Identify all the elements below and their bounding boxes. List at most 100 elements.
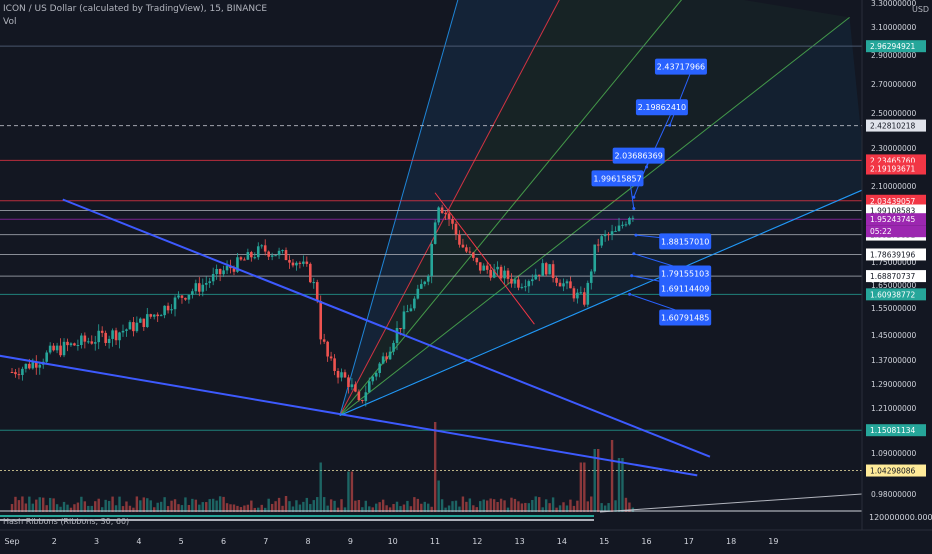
trendline[interactable] xyxy=(434,192,535,325)
candle-body[interactable] xyxy=(260,245,264,247)
candle-body[interactable] xyxy=(489,269,492,278)
candle-body[interactable] xyxy=(121,330,125,333)
candle-body[interactable] xyxy=(548,264,551,275)
candle-body[interactable] xyxy=(142,318,146,328)
candle-body[interactable] xyxy=(579,292,583,294)
candle-body[interactable] xyxy=(274,255,277,257)
candle-body[interactable] xyxy=(534,274,538,280)
candle-body[interactable] xyxy=(513,279,517,284)
candle-body[interactable] xyxy=(236,257,239,272)
candle-body[interactable] xyxy=(128,322,132,330)
candle-body[interactable] xyxy=(163,305,166,316)
callout-box[interactable] xyxy=(591,170,644,187)
candle-body[interactable] xyxy=(17,374,21,376)
candle-body[interactable] xyxy=(600,236,603,246)
candle-body[interactable] xyxy=(135,322,139,332)
candle-body[interactable] xyxy=(21,368,24,375)
candle-body[interactable] xyxy=(371,376,375,382)
candle-body[interactable] xyxy=(631,217,635,219)
candle-body[interactable] xyxy=(170,309,173,311)
price-label-bg[interactable] xyxy=(866,270,926,283)
candle-body[interactable] xyxy=(270,255,274,257)
price-label-bg[interactable] xyxy=(866,40,926,53)
candle-body[interactable] xyxy=(288,260,291,263)
candle-body[interactable] xyxy=(596,244,600,246)
candle-body[interactable] xyxy=(80,335,83,346)
candle-body[interactable] xyxy=(322,339,326,342)
candle-body[interactable] xyxy=(336,370,340,378)
candle-body[interactable] xyxy=(45,352,48,362)
candle-body[interactable] xyxy=(555,278,558,283)
candle-body[interactable] xyxy=(114,330,118,341)
candle-body[interactable] xyxy=(191,291,194,295)
candle-body[interactable] xyxy=(503,270,506,279)
price-label-bg[interactable] xyxy=(866,213,926,226)
candle-body[interactable] xyxy=(621,224,624,226)
candle-body[interactable] xyxy=(232,268,236,272)
candle-body[interactable] xyxy=(90,341,94,344)
candle-body[interactable] xyxy=(367,381,371,393)
candle-body[interactable] xyxy=(62,341,66,356)
candle-body[interactable] xyxy=(485,265,489,270)
candle-body[interactable] xyxy=(406,311,409,313)
candle-body[interactable] xyxy=(374,372,378,377)
candle-body[interactable] xyxy=(392,342,395,352)
candle-body[interactable] xyxy=(454,223,458,235)
candle-body[interactable] xyxy=(73,343,76,346)
candle-body[interactable] xyxy=(87,341,90,343)
callout-box[interactable] xyxy=(635,99,688,116)
candle-body[interactable] xyxy=(478,262,482,271)
candle-body[interactable] xyxy=(426,276,430,282)
candle-body[interactable] xyxy=(413,298,416,309)
candle-body[interactable] xyxy=(159,315,163,317)
candle-body[interactable] xyxy=(302,261,305,264)
price-label-bg[interactable] xyxy=(866,424,926,437)
candle-body[interactable] xyxy=(409,308,413,312)
candle-body[interactable] xyxy=(458,234,461,245)
candle-body[interactable] xyxy=(610,231,614,235)
candle-body[interactable] xyxy=(569,281,572,289)
candle-body[interactable] xyxy=(617,225,621,231)
candle-body[interactable] xyxy=(194,283,198,292)
candle-body[interactable] xyxy=(281,250,284,252)
candle-body[interactable] xyxy=(250,252,253,258)
candle-body[interactable] xyxy=(520,286,524,288)
candle-body[interactable] xyxy=(340,372,343,378)
trendline[interactable] xyxy=(339,187,867,416)
price-label-bg[interactable] xyxy=(866,194,926,207)
candle-body[interactable] xyxy=(312,282,316,284)
candle-body[interactable] xyxy=(291,262,295,266)
candle-body[interactable] xyxy=(267,251,270,257)
candle-body[interactable] xyxy=(218,269,222,275)
candle-body[interactable] xyxy=(565,281,569,284)
candle-body[interactable] xyxy=(583,292,586,305)
candle-body[interactable] xyxy=(222,270,225,275)
candle-body[interactable] xyxy=(38,364,42,368)
candle-body[interactable] xyxy=(34,362,38,368)
candle-body[interactable] xyxy=(544,263,548,275)
candle-body[interactable] xyxy=(256,246,260,258)
candle-body[interactable] xyxy=(10,372,14,373)
callout-box[interactable] xyxy=(654,58,707,75)
candle-body[interactable] xyxy=(423,281,427,285)
callout-box[interactable] xyxy=(659,233,712,250)
candle-body[interactable] xyxy=(472,252,475,258)
candle-body[interactable] xyxy=(118,332,121,341)
candle-body[interactable] xyxy=(361,400,364,402)
volume-indicator-label[interactable]: Vol xyxy=(3,17,17,27)
candle-body[interactable] xyxy=(76,345,80,347)
candle-body[interactable] xyxy=(343,372,347,378)
candle-body[interactable] xyxy=(166,305,170,311)
trendline[interactable] xyxy=(0,351,698,477)
candle-body[interactable] xyxy=(430,243,434,277)
candle-body[interactable] xyxy=(628,217,631,225)
candle-body[interactable] xyxy=(69,343,73,346)
fan-ray[interactable] xyxy=(339,0,689,416)
candle-body[interactable] xyxy=(149,314,153,317)
candle-body[interactable] xyxy=(475,257,479,263)
candle-body[interactable] xyxy=(354,384,357,392)
candle-body[interactable] xyxy=(139,318,142,323)
candle-body[interactable] xyxy=(465,247,468,252)
candle-body[interactable] xyxy=(204,283,208,285)
